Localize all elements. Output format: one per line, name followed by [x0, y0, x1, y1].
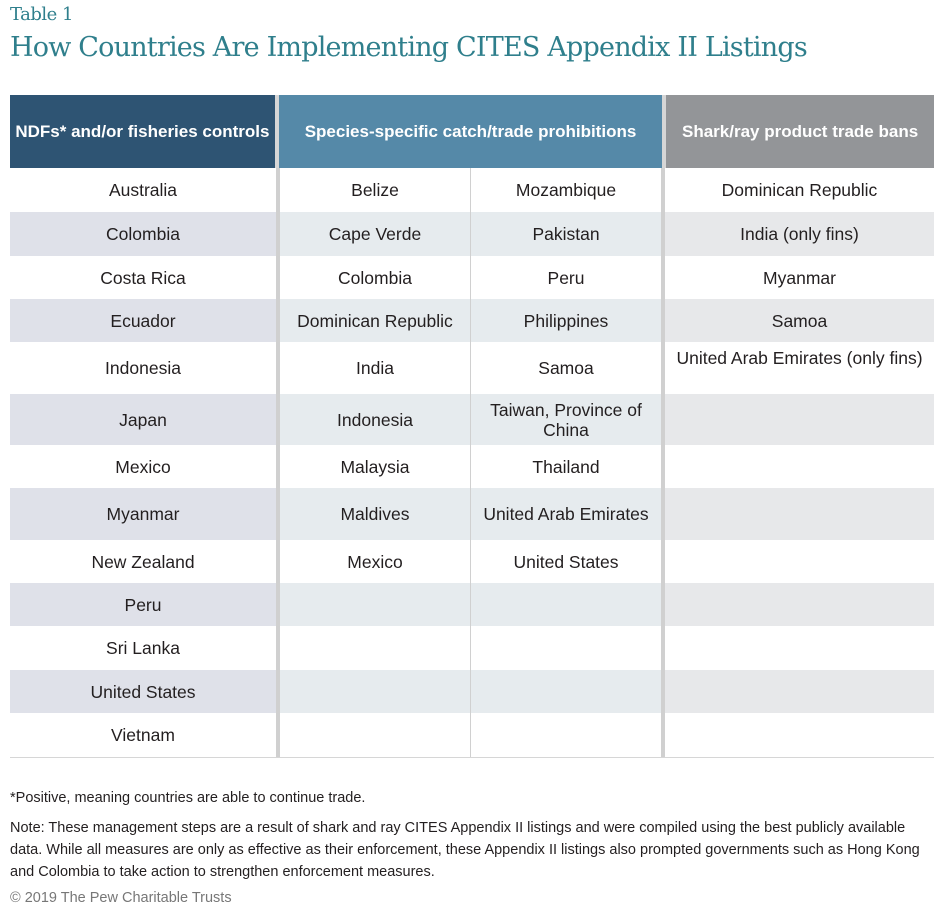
table-row: Myanmar Maldives United Arab Emirates: [10, 488, 934, 540]
header-species: Species-specific catch/trade prohibition…: [274, 95, 663, 168]
cell-ndf: Mexico: [115, 456, 171, 477]
table-label: Table 1: [10, 4, 73, 25]
cell-bans: [661, 626, 934, 670]
cell-species-a: Dominican Republic: [276, 299, 470, 342]
cell-species-b: [470, 670, 661, 713]
table-row: Vietnam: [10, 713, 934, 757]
note: Note: These management steps are a resul…: [10, 820, 920, 880]
cell-bans: [661, 713, 934, 757]
cell-bans: United Arab Emirates (only fins): [661, 342, 934, 394]
table-row: Mexico Malaysia Thailand: [10, 445, 934, 488]
cell-bans: Myanmar: [661, 256, 934, 299]
table-row: New Zealand Mexico United States: [10, 540, 934, 583]
cell-ndf: United States: [10, 670, 276, 713]
cell-bans: [661, 445, 934, 488]
table-row: Indonesia India Samoa United Arab Emirates …: [10, 342, 934, 394]
cell-species-a: Malaysia: [276, 445, 470, 488]
cell-species-a: Colombia: [276, 256, 470, 299]
cell-ndf: Colombia: [10, 212, 276, 256]
table-row: Australia Belize Mozambique Dominican Repub…: [10, 168, 934, 212]
cell-species-b: United Arab Emirates: [470, 488, 661, 540]
cell-ndf: Japan: [10, 394, 276, 445]
cell-species-a: Maldives: [276, 488, 470, 540]
cell-species-b: Taiwan, Province of China: [470, 394, 661, 445]
cell-bans: Samoa: [661, 299, 934, 342]
cell-ndf: New Zealand: [91, 551, 195, 572]
cell-species-b: [470, 583, 661, 626]
cell-bans: [661, 583, 934, 626]
cell-species-a: Indonesia: [276, 394, 470, 445]
cell-ndf: Ecuador: [10, 299, 276, 342]
header-ndf: NDFs* and/or fisheries controls: [10, 95, 275, 168]
table-row: Peru: [10, 583, 934, 626]
table-row: Ecuador Dominican Republic Philippines Samo…: [10, 299, 934, 342]
cell-species-b: Philippines: [470, 299, 661, 342]
cell-ndf: Vietnam: [111, 725, 175, 745]
cell-species-a: [276, 583, 470, 626]
cell-species-a: Cape Verde: [276, 212, 470, 256]
cell-species-b: Pakistan: [470, 212, 661, 256]
footnote: *Positive, meaning countries are able to…: [10, 790, 366, 806]
cell-ndf: Costa Rica: [100, 267, 186, 288]
cell-species-b: Samoa: [470, 342, 661, 394]
cell-species-a: [276, 626, 470, 670]
implementation-table: NDFs* and/or fisheries controls Species-…: [10, 95, 934, 758]
cell-species-a: [276, 713, 470, 757]
cell-species-b: United States: [470, 540, 661, 583]
cell-species-b: [470, 713, 661, 757]
copyright: © 2019 The Pew Charitable Trusts: [10, 890, 232, 906]
table-row: Costa Rica Colombia Peru Myanmar: [10, 256, 934, 299]
cell-ndf: Australia: [108, 180, 178, 200]
cell-ndf: Peru: [10, 583, 276, 626]
cell-bans: [661, 540, 934, 583]
table-bottom-rule: [10, 757, 934, 758]
cell-species-b: Peru: [470, 256, 661, 299]
cell-bans: India (only fins): [661, 212, 934, 256]
table-body: Australia Belize Mozambique Dominican Repub…: [10, 168, 934, 757]
cell-species-a: Mexico: [276, 540, 470, 583]
cell-ndf: Myanmar: [10, 488, 276, 540]
cell-species-b: Thailand: [470, 445, 661, 488]
page-title: How Countries Are Implementing CITES App…: [10, 32, 808, 63]
cell-bans: Dominican Republic: [661, 168, 934, 212]
table-row: Colombia Cape Verde Pakistan India (only fi…: [10, 212, 934, 256]
cell-species-a: India: [276, 342, 470, 394]
cell-bans: [661, 394, 934, 445]
cell-species-a: [276, 670, 470, 713]
table-row: United States: [10, 670, 934, 713]
table-header: NDFs* and/or fisheries controls Species-…: [10, 95, 934, 168]
cell-species-b: [470, 626, 661, 670]
table-row: Japan Indonesia Taiwan, Province of China: [10, 394, 934, 445]
cell-species-a: Belize: [276, 168, 470, 212]
cell-ndf: Sri Lanka: [106, 638, 180, 658]
cell-ndf: Indonesia: [105, 358, 181, 378]
table-row: Sri Lanka: [10, 626, 934, 670]
cell-bans: [661, 670, 934, 713]
header-bans: Shark/ray product trade bans: [662, 95, 934, 168]
cell-bans: [661, 488, 934, 540]
cell-species-b: Mozambique: [470, 168, 661, 212]
